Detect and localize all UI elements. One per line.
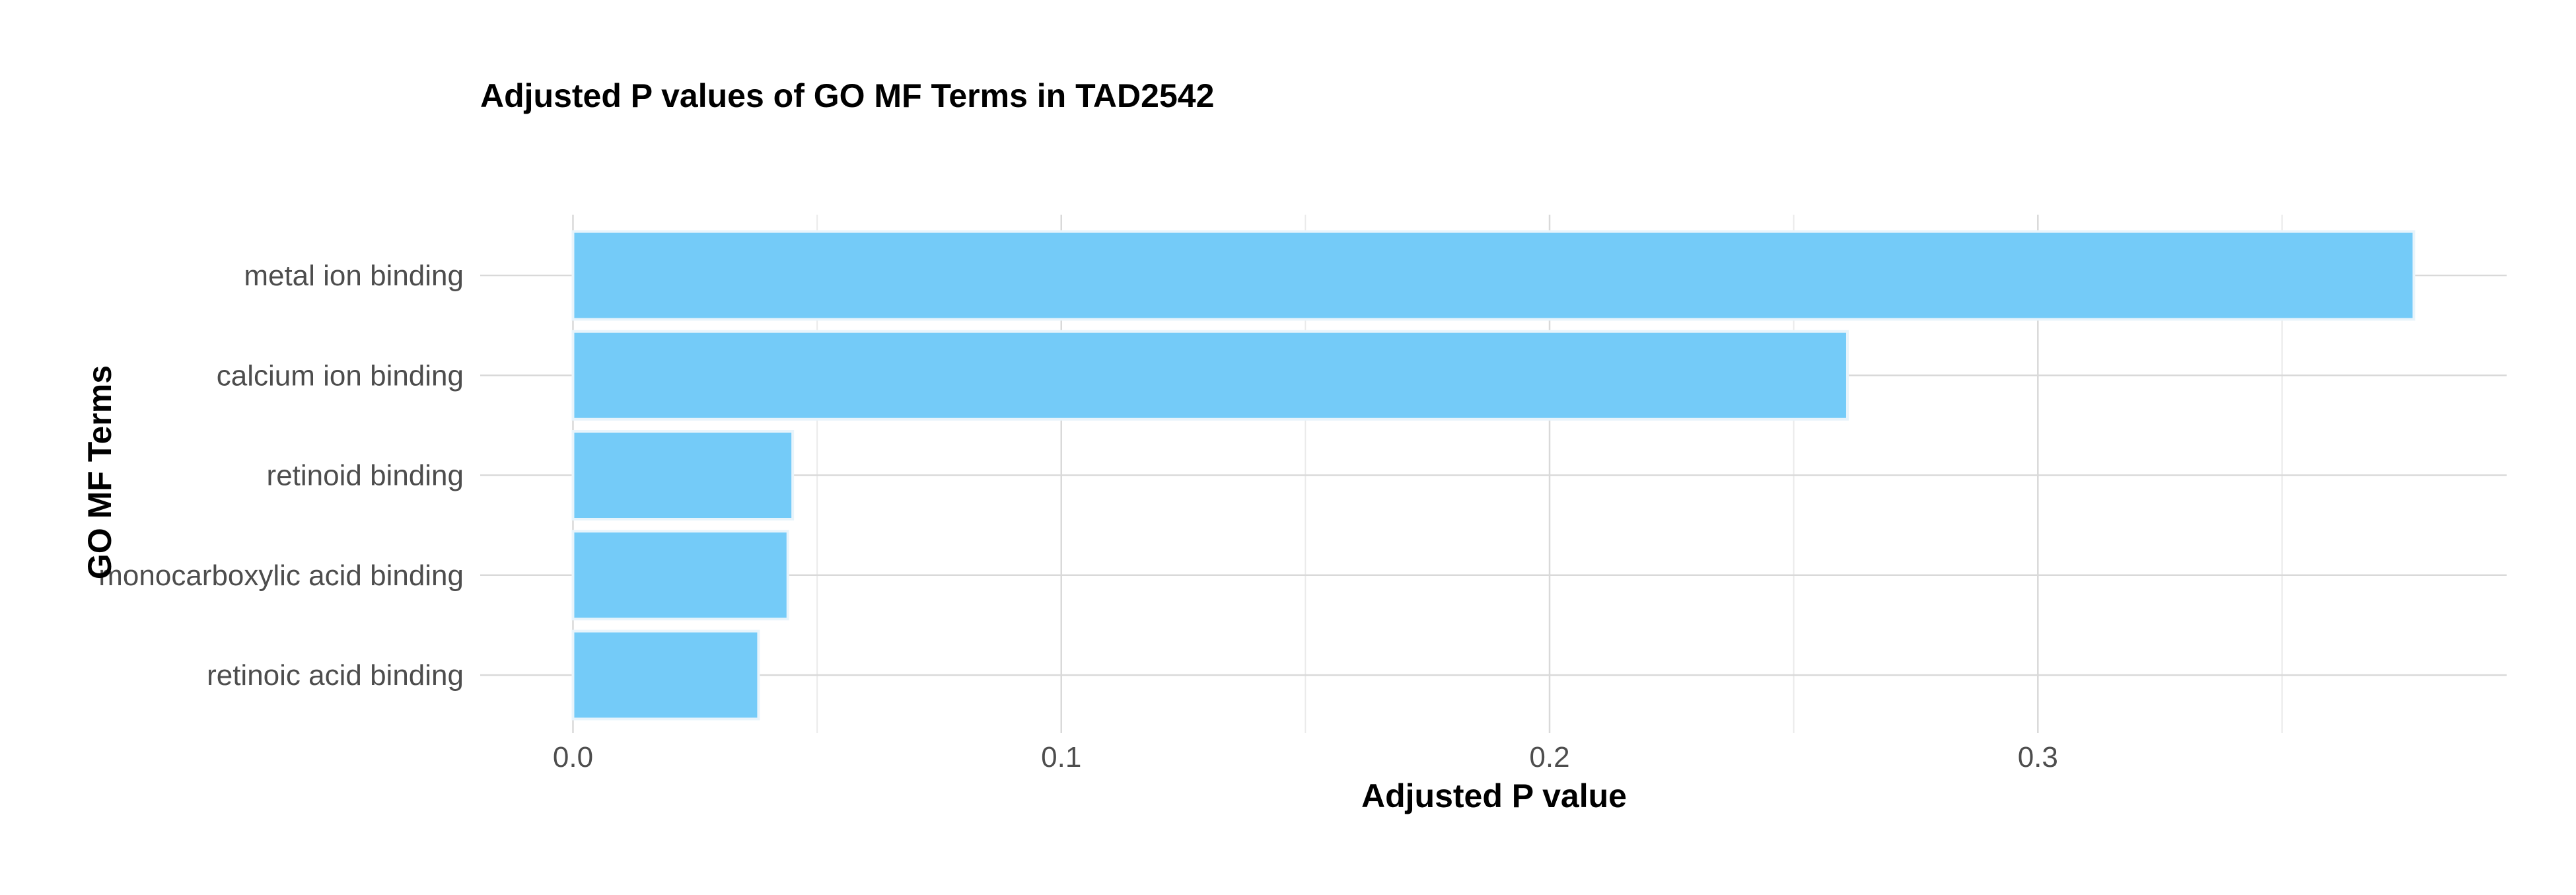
y-axis-title: GO MF Terms xyxy=(81,365,118,579)
y-tick-label: retinoid binding xyxy=(267,460,464,492)
x-tick-label: 0.2 xyxy=(1529,741,1569,773)
chart-title: Adjusted P values of GO MF Terms in TAD2… xyxy=(480,77,1214,114)
y-tick-label: metal ion binding xyxy=(244,260,464,292)
bar xyxy=(571,330,1849,421)
tick-label-layer: 0.0 0.1 0.2 0.3 metal ion binding calcium ion… xyxy=(98,260,2058,773)
x-tick-label: 0.3 xyxy=(2018,741,2058,773)
x-tick-label: 0.1 xyxy=(1041,741,1081,773)
y-tick-label: calcium ion binding xyxy=(217,359,464,392)
bar-layer xyxy=(571,230,2415,721)
x-tick-label: 0.0 xyxy=(553,741,593,773)
bar xyxy=(571,530,789,621)
y-tick-label: retinoic acid binding xyxy=(207,659,464,692)
bar xyxy=(571,430,795,520)
bar xyxy=(571,230,2415,321)
x-axis-title: Adjusted P value xyxy=(1361,777,1627,814)
bar xyxy=(571,629,760,721)
y-tick-label: monocarboxylic acid binding xyxy=(98,559,464,592)
